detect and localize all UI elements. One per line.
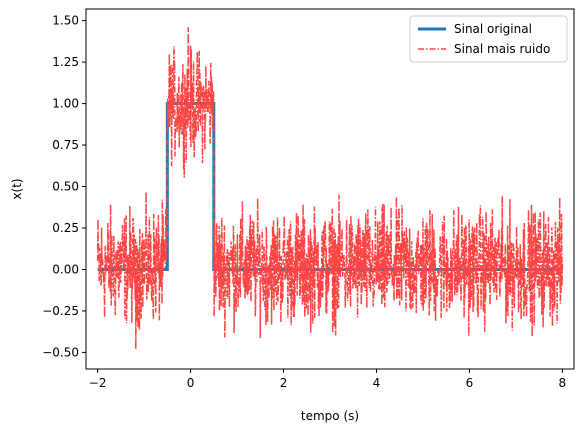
legend-label-noisy: Sinal mais ruido xyxy=(454,42,550,56)
x-tick-label: 8 xyxy=(559,376,567,390)
axes-frame xyxy=(85,8,575,370)
y-tick-label: 0.50 xyxy=(52,180,79,194)
y-tick-label: 0.75 xyxy=(52,138,79,152)
y-tick-label: 1.50 xyxy=(52,14,79,28)
series-line-noisy xyxy=(96,27,564,350)
y-tick-label: 1.00 xyxy=(52,97,79,111)
y-tick-label: −0.50 xyxy=(42,345,79,359)
legend: Sinal original Sinal mais ruido xyxy=(409,15,568,63)
y-axis-label: x(t) xyxy=(10,178,24,199)
y-tick-label: −0.25 xyxy=(42,304,79,318)
x-tick-label: 4 xyxy=(373,376,381,390)
x-tick-label: 2 xyxy=(280,376,288,390)
plot-area xyxy=(96,27,564,350)
y-tick-label: 0.25 xyxy=(52,221,79,235)
ticks: −2 0 2 4 6 8 −0.50 −0.25 0.00 0.25 0.50 0.75 1.00 1.2… xyxy=(42,14,566,390)
x-tick-label: 6 xyxy=(466,376,474,390)
x-axis-label: tempo (s) xyxy=(301,409,359,423)
legend-label-original: Sinal original xyxy=(454,22,532,36)
y-tick-label: 1.25 xyxy=(52,55,79,69)
x-tick-label: 0 xyxy=(187,376,195,390)
legend-box xyxy=(409,15,568,63)
x-tick-label: −2 xyxy=(89,376,107,390)
y-tick-label: 0.00 xyxy=(52,262,79,276)
